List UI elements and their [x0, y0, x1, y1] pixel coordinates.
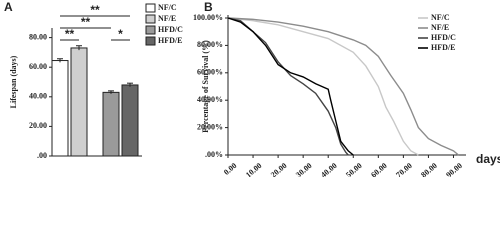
survival-line	[227, 17, 459, 156]
bar	[70, 47, 88, 157]
bar	[51, 60, 69, 157]
panel-label: A	[4, 0, 13, 14]
figure: A Lifespan (days) .00 20.00 40.00 60.00 80.00 N…	[4, 0, 500, 177]
x-axis-label: days	[476, 152, 500, 166]
panel-label: B	[204, 0, 213, 14]
legend-label: NF/C	[158, 3, 177, 12]
bar	[121, 84, 139, 157]
y-tick-label: 40.00%	[197, 95, 223, 104]
bar	[102, 91, 120, 157]
x-tick-label: 0.00	[222, 161, 239, 177]
y-axis-label: Lifespan (days)	[9, 55, 18, 108]
y-tick-label: 100.00%	[193, 13, 223, 22]
y-tick-label: 60.00%	[197, 68, 223, 77]
legend-label: NF/E	[158, 14, 176, 23]
legend-swatch	[145, 25, 156, 35]
sig-label: **	[81, 15, 91, 29]
legend-label: HFD/E	[158, 36, 182, 45]
y-tick-label: 60.00	[29, 62, 47, 71]
y-tick-label: 20.00%	[197, 122, 223, 131]
x-tick-label: 60.00	[369, 161, 389, 177]
survival-line	[227, 17, 419, 156]
legend-swatch	[145, 14, 156, 24]
y-tick-label: 20.00	[29, 121, 47, 130]
legend-label: HFD/E	[431, 43, 455, 52]
sig-label: **	[65, 27, 75, 41]
y-tick-label: .00	[37, 151, 47, 160]
x-tick-label: 40.00	[319, 161, 339, 177]
sig-label: *	[118, 27, 123, 41]
y-tick-label: .00%	[205, 150, 223, 159]
legend-label: HFD/C	[431, 33, 456, 42]
legend-label: NF/E	[431, 23, 449, 32]
legend-label: NF/C	[431, 13, 450, 22]
x-tick-label: 50.00	[344, 161, 364, 177]
survival-line	[227, 17, 349, 156]
y-tick-label: 80.00%	[197, 40, 223, 49]
x-tick-label: 70.00	[394, 161, 414, 177]
x-tick-label: 90.00	[444, 161, 464, 177]
legend-swatch	[145, 3, 156, 13]
y-tick-label: 40.00	[29, 92, 47, 101]
y-tick-label: 80.00	[29, 32, 47, 41]
x-tick-label: 20.00	[269, 161, 289, 177]
x-tick-label: 30.00	[294, 161, 314, 177]
sig-label: **	[90, 3, 100, 17]
x-tick-label: 10.00	[244, 161, 264, 177]
legend-swatch	[145, 36, 156, 46]
survival-line	[227, 17, 354, 156]
legend-label: HFD/C	[158, 25, 183, 34]
x-tick-label: 80.00	[419, 161, 439, 177]
y-axis-label: Percentage of Survival (%)	[201, 40, 210, 133]
